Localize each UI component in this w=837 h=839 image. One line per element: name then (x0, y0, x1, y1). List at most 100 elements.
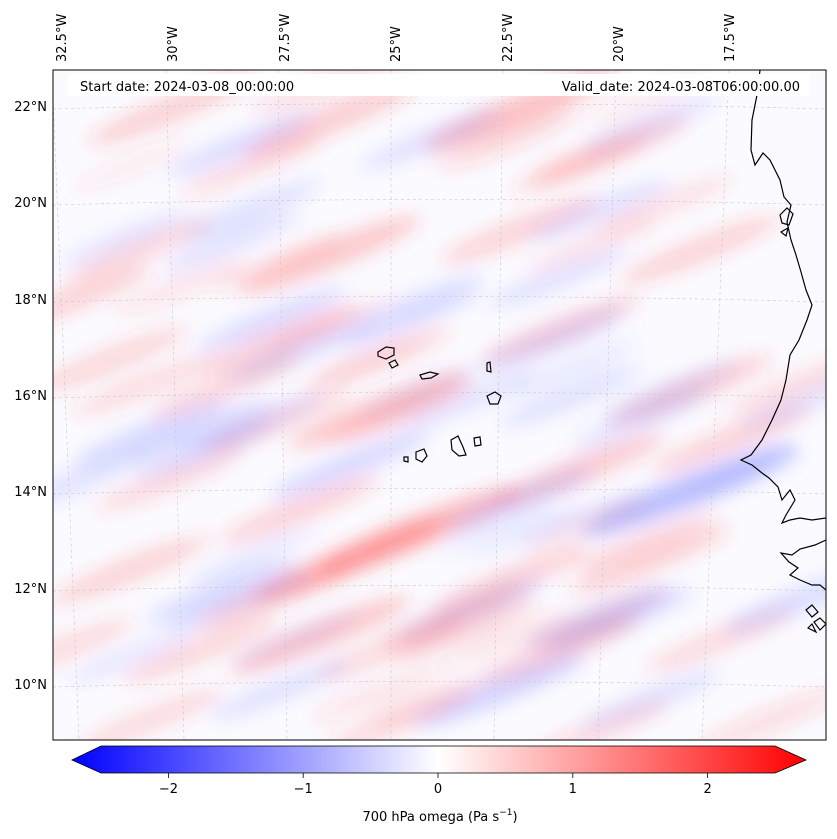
colorbar-label: 700 hPa omega (Pa s−1) (362, 808, 517, 825)
parallel-line (53, 585, 826, 592)
info-strip (68, 74, 810, 96)
descent-streak (414, 653, 586, 727)
lat-tick-label: 16°N (14, 389, 47, 404)
lat-tick-label: 18°N (14, 293, 47, 308)
ascent-streak (440, 195, 600, 265)
colorbar-tick-label: 1 (569, 782, 577, 797)
descent-streak (59, 209, 194, 267)
africa-coastline (739, 70, 826, 525)
cape-verde-maio (473, 436, 482, 447)
descent-streak (602, 362, 739, 422)
parallel-line (53, 103, 826, 110)
ascent-streak (525, 496, 652, 552)
descent-streak (509, 339, 639, 396)
lon-tick-label: 27.5°W (278, 14, 293, 62)
ascent-streak (211, 233, 344, 291)
descent-streak (270, 430, 430, 500)
ascent-streak (53, 535, 210, 605)
descent-streak (161, 212, 301, 273)
colorbar-tick-label: 0 (434, 782, 442, 797)
ascent-streak (122, 616, 278, 684)
descent-streak (209, 659, 351, 721)
lat-tick-label: 10°N (14, 678, 47, 693)
lat-tick-label: 20°N (14, 196, 47, 211)
lat-tick-label: 14°N (14, 485, 47, 500)
ascent-streak (395, 599, 539, 662)
ascent-streak (726, 352, 826, 416)
ascent-streak (220, 475, 380, 545)
ascent-streak (529, 699, 671, 740)
ascent-streak (573, 510, 717, 573)
descent-streak (401, 370, 539, 430)
ascent-streak (699, 689, 826, 740)
descent-streak (524, 585, 672, 649)
descent-streak (435, 504, 555, 557)
descent-streak (179, 179, 321, 241)
colorbar-outline (71, 745, 808, 774)
descent-streak (73, 399, 228, 467)
colorbar: −2 −1 0 1 2 700 hPa omega (Pa s−1) (71, 745, 808, 825)
ascent-streak (75, 688, 225, 740)
parallel-line (53, 488, 826, 495)
meridian-line (165, 70, 185, 740)
descent-streak (359, 109, 501, 171)
descent-streak (196, 286, 349, 353)
descent-streak (233, 612, 358, 667)
descent-streak (362, 364, 484, 418)
ascent-streak (53, 326, 188, 394)
ascent-streak (369, 673, 493, 727)
descent-streak (722, 566, 826, 634)
coast-island-north (779, 207, 794, 238)
ascent-streak (73, 138, 194, 192)
guinea-coast (779, 539, 826, 591)
ascent-streak (594, 175, 733, 235)
ascent-streak (267, 297, 393, 352)
descent-streak (67, 627, 198, 684)
start-date-label: Start date: 2024-03-08_00:00:00 (80, 80, 294, 95)
ascent-streak (620, 215, 780, 285)
ascent-streak (526, 216, 658, 274)
ascent-streak (115, 258, 246, 315)
ascent-streak (197, 561, 353, 629)
meridian-line (597, 70, 617, 740)
lon-tick-label: 30°W (166, 26, 181, 62)
ascent-streak (65, 218, 215, 282)
cape-verde-sao-vicente (388, 359, 399, 369)
ascent-streak (445, 611, 574, 667)
ascent-streak (72, 354, 217, 417)
colorbar-tick-label: −1 (294, 782, 313, 797)
ascent-streak (238, 216, 422, 294)
lat-tick-label: 12°N (14, 582, 47, 597)
descent-streak (468, 509, 585, 560)
lon-tick-label: 25°W (389, 26, 404, 62)
ascent-streak (53, 618, 135, 682)
cape-verde-fogo (415, 448, 428, 463)
cape-verde-santo-antao (377, 346, 395, 360)
meridian-line (701, 70, 730, 740)
colorbar-ticks: −2 −1 0 1 2 (159, 773, 712, 797)
meridian-line (277, 70, 288, 740)
parallel-line (53, 392, 826, 399)
parallel-line (53, 199, 826, 206)
colorbar-gradient (72, 746, 806, 773)
map-frame (52, 69, 827, 741)
descent-streak (353, 271, 487, 329)
parallel-line (53, 681, 826, 688)
cape-verde-sal (486, 361, 492, 373)
descent-streak (571, 390, 709, 450)
descent-streak (487, 247, 629, 309)
ascent-streak (311, 665, 445, 723)
descent-streak (499, 366, 642, 428)
descent-streak (129, 399, 271, 461)
descent-streak (53, 449, 151, 511)
cape-verde-sao-nicolau (419, 371, 440, 380)
gridlines (53, 70, 826, 740)
ascent-streak (570, 525, 730, 595)
ascent-streak (380, 585, 528, 649)
lon-tick-label: 22.5°W (501, 14, 516, 62)
ascent-streak (180, 135, 323, 197)
cape-verde-santiago (450, 435, 467, 457)
ascent-streak (436, 109, 580, 171)
descent-streak (445, 468, 595, 532)
